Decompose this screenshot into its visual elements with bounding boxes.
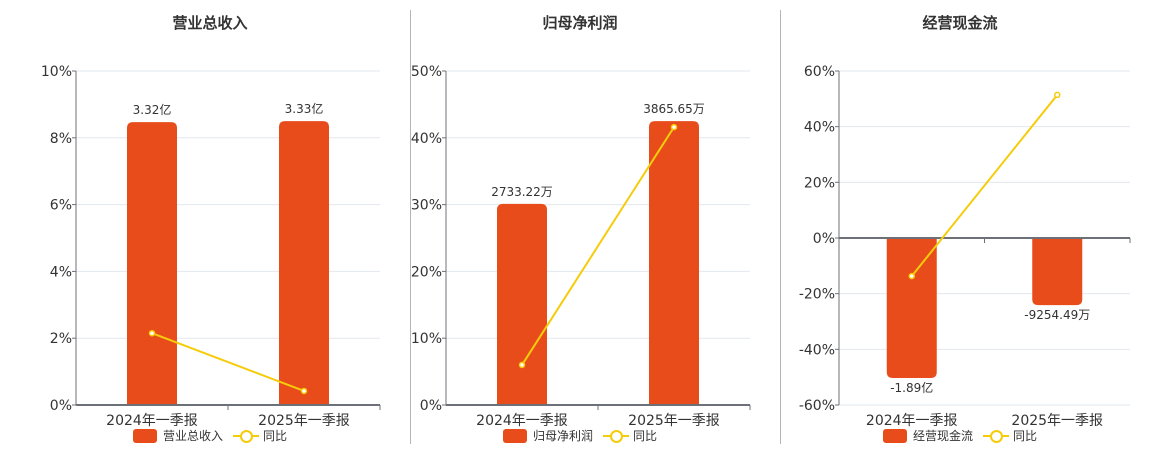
bar-value-label: 3.32亿	[133, 102, 172, 117]
y-tick-label: 40%	[411, 131, 442, 147]
panel-divider	[780, 10, 781, 444]
y-tick-label: 30%	[411, 198, 442, 214]
bar-legend-swatch	[133, 428, 157, 443]
y-tick-label: 0%	[420, 398, 442, 414]
chart-legend[interactable]: 营业总收入 同比	[133, 427, 287, 444]
bar-value-label: 3.33亿	[285, 101, 324, 116]
bar	[886, 238, 937, 379]
chart-plot: 0% 10% 20% 30% 40% 50% 2733.22万 2024年一季报 3865.65…	[411, 64, 751, 429]
line-legend-label: 同比	[1013, 429, 1038, 443]
bar-value-label: -9254.49万	[1024, 308, 1090, 322]
y-tick-label: 10%	[411, 331, 442, 347]
line-legend-label: 同比	[263, 429, 288, 443]
bar-value-label: -1.89亿	[890, 380, 933, 395]
chart-title: 归母净利润	[542, 14, 618, 32]
yoy-point	[1054, 91, 1061, 99]
y-tick-label: 40%	[804, 120, 835, 136]
chart-title: 营业总收入	[172, 14, 248, 32]
bar-legend-label: 经营现金流	[913, 429, 974, 443]
bar-legend-label: 归母净利润	[533, 429, 594, 443]
y-tick-label: 0%	[813, 231, 835, 247]
y-tick-label: 10%	[41, 64, 72, 80]
x-category-label: 2025年一季报	[628, 413, 720, 429]
x-category-label: 2025年一季报	[1011, 413, 1103, 429]
y-tick-label: 20%	[804, 175, 835, 191]
y-tick-label: 2%	[50, 331, 72, 347]
yoy-point	[300, 387, 308, 395]
x-category-label: 2024年一季报	[476, 413, 568, 429]
bar-value-label: 2733.22万	[491, 185, 553, 199]
y-tick-label: 50%	[411, 64, 442, 80]
yoy-line	[521, 126, 675, 366]
bar	[279, 121, 329, 405]
panel-divider	[410, 10, 411, 444]
yoy-point	[908, 272, 915, 280]
bar	[649, 121, 699, 405]
yoy-point	[670, 123, 678, 131]
yoy-point	[518, 361, 526, 369]
y-tick-label: -20%	[799, 287, 835, 303]
line-legend-icon	[983, 429, 1010, 443]
line-legend-icon	[233, 429, 260, 443]
yoy-line	[151, 332, 305, 392]
chart-legend[interactable]: 归母净利润 同比	[503, 427, 657, 444]
y-tick-label: 4%	[50, 264, 72, 280]
y-tick-label: 6%	[50, 198, 72, 214]
y-tick-label: -60%	[799, 398, 835, 414]
bar-legend-swatch	[503, 428, 527, 443]
y-tick-label: -40%	[799, 342, 835, 358]
y-tick-label: 20%	[411, 264, 442, 280]
chart-legend[interactable]: 经营现金流 同比	[883, 427, 1037, 444]
chart-title: 经营现金流	[922, 14, 998, 32]
y-tick-label: 60%	[804, 64, 835, 80]
bar	[127, 122, 177, 406]
x-category-label: 2024年一季报	[106, 413, 198, 429]
chart-plot: 0% 2% 4% 6% 8% 10% 3.32亿 2024年一季报 3.33亿 2025年一季报	[41, 64, 381, 429]
x-category-label: 2024年一季报	[866, 413, 958, 429]
bar	[1032, 238, 1083, 306]
line-legend-icon	[603, 429, 630, 443]
bar-legend-label: 营业总收入	[163, 429, 224, 443]
bar-value-label: 3865.65万	[643, 102, 705, 116]
bar-legend-swatch	[883, 428, 907, 443]
chart-panel-net-profit: 归母净利润 0% 10% 20% 30% 40% 50% 2733.22万 2024年一季报 3…	[411, 14, 751, 444]
y-tick-label: 8%	[50, 131, 72, 147]
yoy-point	[148, 329, 156, 337]
y-tick-label: 0%	[50, 398, 72, 414]
bar	[497, 203, 547, 405]
yoy-line	[910, 94, 1059, 277]
chart-panel-revenue: 营业总收入 0% 2% 4% 6% 8% 10% 3.32亿 2024年一季报 3.33亿 202…	[0, 0, 400, 450]
x-category-label: 2025年一季报	[258, 413, 350, 429]
line-legend-label: 同比	[633, 429, 658, 443]
